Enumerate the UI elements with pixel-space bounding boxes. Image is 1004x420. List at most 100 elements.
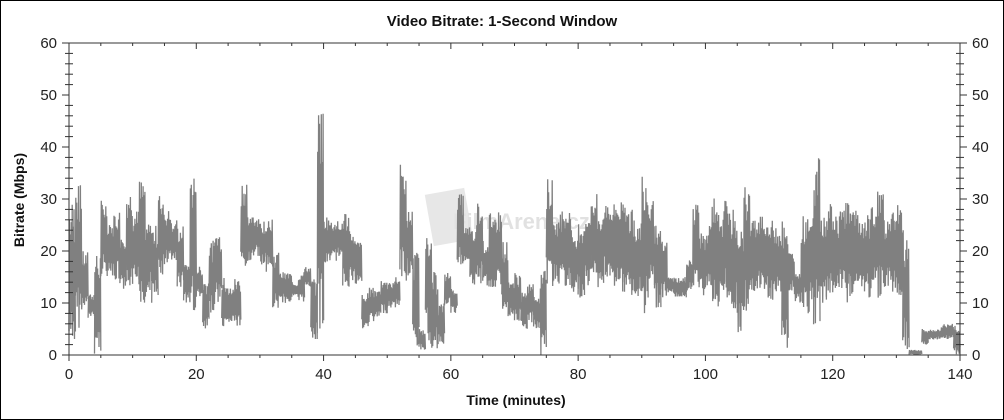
bitrate-minute-segment: [634, 223, 643, 297]
bitrate-minute-segment: [310, 279, 318, 340]
bitrate-minute-segment: [577, 224, 586, 298]
bitrate-minute-segment: [367, 287, 376, 324]
bitrate-minute-segment: [660, 241, 668, 298]
bitrate-minute-segment: [233, 279, 242, 326]
x-tick-label: 60: [443, 366, 460, 383]
bitrate-minute-segment: [501, 242, 509, 309]
bitrate-minute-segment: [723, 200, 732, 298]
bitrate-minute-segment: [456, 194, 465, 265]
bitrate-minute-segment: [870, 207, 878, 289]
y-tick-label-right: 50: [972, 87, 989, 104]
bitrate-minute-segment: [81, 251, 89, 308]
bitrate-minute-segment: [297, 272, 306, 302]
bitrate-minute-segment: [303, 267, 312, 287]
bitrate-minute-segment: [106, 225, 115, 276]
bitrate-minute-segment: [335, 221, 344, 256]
bitrate-minute-segment: [221, 277, 229, 327]
x-tick-label: 120: [820, 366, 845, 383]
bitrate-minute-segment: [418, 329, 427, 350]
x-tick-label: 0: [65, 366, 73, 383]
y-tick-label-right: 30: [972, 191, 989, 208]
bitrate-minute-segment: [322, 217, 331, 263]
bitrate-minute-segment: [380, 281, 388, 314]
bitrate-minute-segment: [793, 274, 802, 303]
bitrate-minute-segment: [373, 290, 382, 317]
bitrate-minute-segment: [889, 212, 898, 292]
bitrate-minute-segment: [672, 277, 681, 297]
bitrate-minute-segment: [571, 237, 579, 292]
bitrate-minute-segment: [602, 205, 611, 277]
bitrate-minute-segment: [927, 329, 936, 340]
bitrate-minute-segment: [112, 212, 121, 280]
bitrate-series: [68, 113, 961, 356]
bitrate-minute-segment: [119, 239, 127, 289]
x-tick-label: 100: [693, 366, 718, 383]
bitrate-minute-segment: [265, 219, 274, 272]
bitrate-minute-segment: [252, 219, 261, 256]
bitrate-minute-segment: [450, 288, 458, 313]
bitrate-minute-segment: [774, 228, 783, 292]
bitrate-minute-segment: [564, 212, 573, 289]
bitrate-minute-segment: [125, 196, 134, 286]
x-tick-label: 40: [315, 366, 332, 383]
bitrate-minute-segment: [851, 210, 859, 293]
bitrate-minute-segment: [246, 217, 255, 261]
bitrate-minute-segment: [545, 179, 554, 287]
bitrate-minute-segment: [259, 221, 267, 265]
bitrate-minute-segment: [208, 240, 217, 313]
bitrate-minute-segment: [412, 252, 420, 346]
bitrate-minute-segment: [952, 325, 961, 355]
bitrate-minute-segment: [539, 270, 547, 355]
bitrate-minute-segment: [704, 225, 713, 288]
bitrate-minute-segment: [653, 225, 662, 308]
bitrate-minute-segment: [940, 324, 948, 340]
bitrate-minute-segment: [361, 293, 369, 329]
bitrate-minute-segment: [348, 231, 357, 281]
bitrate-minute-segment: [138, 181, 147, 303]
bitrate-minute-segment: [692, 204, 700, 286]
bitrate-minute-segment: [921, 328, 929, 345]
bitrate-minute-segment: [908, 349, 917, 355]
bitrate-minute-segment: [469, 231, 477, 285]
bitrate-minute-segment: [482, 240, 490, 287]
bitrate-minute-segment: [532, 296, 541, 329]
y-tick-label-left: 0: [49, 347, 57, 364]
bitrate-minute-segment: [902, 230, 910, 350]
bitrate-minute-segment: [679, 277, 687, 298]
bitrate-minute-segment: [844, 202, 853, 303]
bitrate-minute-segment: [272, 252, 280, 308]
bitrate-minute-segment: [240, 184, 248, 266]
y-tick-label-left: 40: [40, 139, 57, 156]
bitrate-minute-segment: [730, 209, 738, 309]
bitrate-minute-segment: [800, 216, 808, 308]
bitrate-minute-segment: [520, 292, 528, 329]
bitrate-minute-segment: [552, 222, 560, 283]
bitrate-minute-segment: [832, 216, 840, 293]
bitrate-minute-segment: [768, 220, 777, 300]
bitrate-minute-segment: [202, 283, 210, 329]
bitrate-minute-segment: [742, 187, 751, 311]
bitrate-minute-segment: [933, 329, 942, 340]
bitrate-minute-segment: [399, 164, 407, 281]
bitrate-minute-segment: [182, 264, 191, 303]
bitrate-minute-segment: [342, 213, 350, 287]
bitrate-minute-segment: [882, 220, 891, 287]
bitrate-minute-segment: [819, 217, 828, 303]
y-tick-label-right: 0: [972, 347, 980, 364]
bitrate-minute-segment: [825, 204, 834, 297]
bitrate-minute-segment: [443, 272, 452, 307]
bitrate-minute-segment: [857, 223, 866, 287]
bitrate-minute-segment: [170, 220, 178, 261]
bitrate-minute-segment: [558, 211, 567, 286]
bitrate-minute-segment: [144, 224, 153, 293]
bitrate-minute-segment: [698, 233, 707, 296]
bitrate-minute-segment: [641, 176, 649, 314]
bitrate-minute-segment: [755, 216, 764, 289]
chart-title: Video Bitrate: 1-Second Window: [387, 13, 618, 30]
bitrate-minute-segment: [717, 211, 726, 307]
y-tick-label-left: 20: [40, 243, 57, 260]
bitrate-minute-segment: [100, 200, 108, 277]
x-tick-label: 140: [947, 366, 972, 383]
